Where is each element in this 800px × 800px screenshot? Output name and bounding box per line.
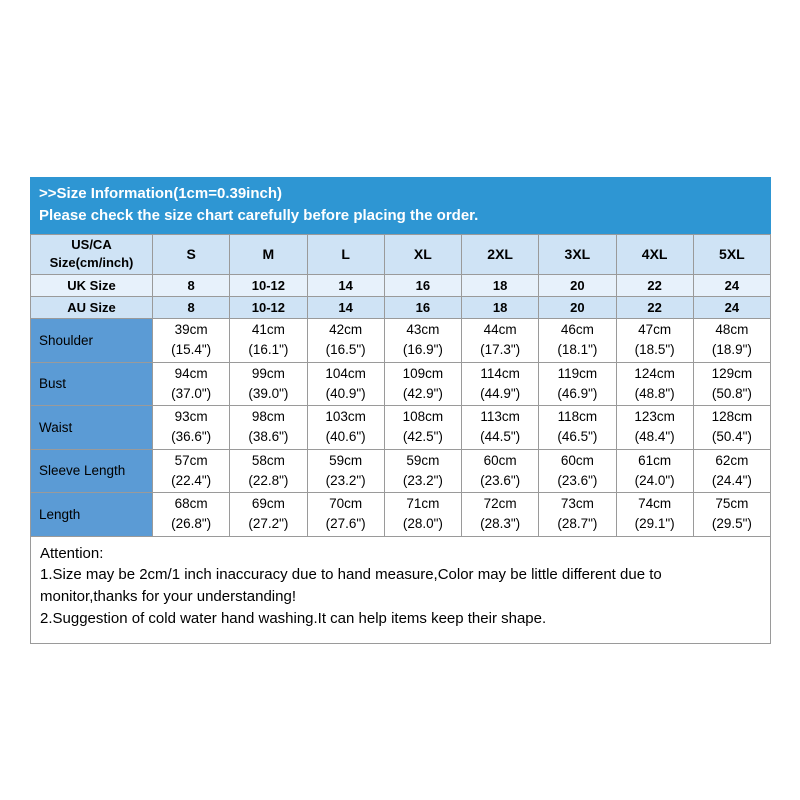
attention-note-2: 2.Suggestion of cold water hand washing.… (40, 609, 547, 627)
header-size-5xl: 5XL (692, 233, 772, 276)
measure-label: Shoulder (30, 318, 153, 363)
header-size-2xl: 2XL (460, 233, 540, 276)
size-row-value: 10-12 (229, 296, 308, 320)
size-table-body: US/CA Size(cm/inch) S M L XL 2XL 3XL 4XL 5XL UK S… (30, 233, 772, 537)
measure-value: 44cm (17.3") (460, 318, 540, 363)
measure-value: 123cm (48.4") (615, 405, 694, 450)
measure-value: 71cm (28.0") (383, 492, 463, 537)
size-row-value: 10-12 (229, 274, 308, 298)
measure-value: 99cm (39.0") (229, 361, 308, 407)
measure-row-length: Length 68cm (26.8") 69cm (27.2") 70cm (27.6… (30, 492, 772, 537)
measure-value: 41cm (16.1") (229, 318, 308, 363)
measure-value: 60cm (23.6") (460, 448, 540, 494)
measure-value: 70cm (27.6") (306, 492, 385, 537)
measure-row-shoulder: Shoulder 39cm (15.4") 41cm (16.1") 42cm (16… (30, 318, 772, 363)
size-row-value: 18 (460, 274, 540, 298)
header-size-4xl: 4XL (615, 233, 694, 276)
size-row-value: 8 (151, 274, 231, 298)
size-row-value: 14 (306, 274, 385, 298)
size-table: US/CA Size(cm/inch) S M L XL 2XL 3XL 4XL 5XL UK S… (30, 233, 772, 537)
measure-label: Sleeve Length (30, 448, 153, 494)
size-row-value: 16 (383, 296, 463, 320)
table-header-row: US/CA Size(cm/inch) S M L XL 2XL 3XL 4XL 5XL (30, 233, 772, 276)
size-info-banner: >>Size Information(1cm=0.39inch) Please … (30, 177, 771, 234)
measure-value: 43cm (16.9") (383, 318, 463, 363)
measure-value: 98cm (38.6") (229, 405, 308, 450)
size-row-value: 22 (615, 274, 694, 298)
measure-value: 59cm (23.2") (306, 448, 385, 494)
header-size-l: L (306, 233, 385, 276)
measure-value: 113cm (44.5") (460, 405, 540, 450)
size-row-value: 24 (692, 274, 772, 298)
size-row-value: 22 (615, 296, 694, 320)
size-row-value: 18 (460, 296, 540, 320)
measure-value: 128cm (50.4") (692, 405, 772, 450)
measure-value: 103cm (40.6") (306, 405, 385, 450)
measure-value: 74cm (29.1") (615, 492, 694, 537)
measure-value: 114cm (44.9") (460, 361, 540, 407)
measure-value: 73cm (28.7") (538, 492, 617, 537)
measure-value: 108cm (42.5") (383, 405, 463, 450)
size-row-value: 8 (151, 296, 231, 320)
header-size-xl: XL (383, 233, 463, 276)
measure-value: 109cm (42.9") (383, 361, 463, 407)
measure-value: 48cm (18.9") (692, 318, 772, 363)
measure-value: 118cm (46.5") (538, 405, 617, 450)
measure-value: 58cm (22.8") (229, 448, 308, 494)
measure-value: 119cm (46.9") (538, 361, 617, 407)
size-info-sheet: >>Size Information(1cm=0.39inch) Please … (30, 177, 772, 644)
measure-value: 124cm (48.8") (615, 361, 694, 407)
measure-value: 61cm (24.0") (615, 448, 694, 494)
size-row-label: AU Size (30, 296, 153, 320)
header-size-s: S (151, 233, 231, 276)
measure-value: 72cm (28.3") (460, 492, 540, 537)
attention-title: Attention: (40, 544, 104, 562)
size-row-value: 14 (306, 296, 385, 320)
measure-value: 57cm (22.4") (151, 448, 231, 494)
measure-value: 59cm (23.2") (383, 448, 463, 494)
header-size-3xl: 3XL (538, 233, 617, 276)
measure-value: 129cm (50.8") (692, 361, 772, 407)
measure-value: 47cm (18.5") (615, 318, 694, 363)
size-row-value: 20 (538, 296, 617, 320)
measure-label: Waist (30, 405, 153, 450)
measure-value: 68cm (26.8") (151, 492, 231, 537)
measure-value: 62cm (24.4") (692, 448, 772, 494)
measure-row-sleeve-length: Sleeve Length 57cm (22.4") 58cm (22.8") 59c… (30, 448, 772, 494)
measure-value: 93cm (36.6") (151, 405, 231, 450)
header-size-m: M (229, 233, 308, 276)
measure-value: 39cm (15.4") (151, 318, 231, 363)
size-row-label: UK Size (30, 274, 153, 298)
banner-title: >>Size Information(1cm=0.39inch) (39, 185, 282, 202)
measure-value: 104cm (40.9") (306, 361, 385, 407)
measure-value: 46cm (18.1") (538, 318, 617, 363)
measure-label: Bust (30, 361, 153, 407)
size-row-au-size: AU Size 8 10-12 14 16 18 20 22 24 (30, 296, 772, 320)
measure-value: 60cm (23.6") (538, 448, 617, 494)
measure-value: 75cm (29.5") (692, 492, 772, 537)
size-row-uk-size: UK Size 8 10-12 14 16 18 20 22 24 (30, 274, 772, 298)
measure-row-waist: Waist 93cm (36.6") 98cm (38.6") 103cm (40.6… (30, 405, 772, 450)
measure-row-bust: Bust 94cm (37.0") 99cm (39.0") 104cm (40.9"… (30, 361, 772, 407)
measure-value: 94cm (37.0") (151, 361, 231, 407)
header-corner-cell: US/CA Size(cm/inch) (30, 233, 153, 276)
size-row-value: 16 (383, 274, 463, 298)
banner-subtitle: Please check the size chart carefully be… (39, 206, 479, 224)
measure-value: 42cm (16.5") (306, 318, 385, 363)
measure-label: Length (30, 492, 153, 537)
size-row-value: 20 (538, 274, 617, 298)
measure-value: 69cm (27.2") (229, 492, 308, 537)
size-row-value: 24 (692, 296, 772, 320)
attention-note-1: 1.Size may be 2cm/1 inch inaccuracy due … (40, 566, 662, 606)
attention-section: Attention: 1.Size may be 2cm/1 inch inac… (30, 536, 771, 644)
